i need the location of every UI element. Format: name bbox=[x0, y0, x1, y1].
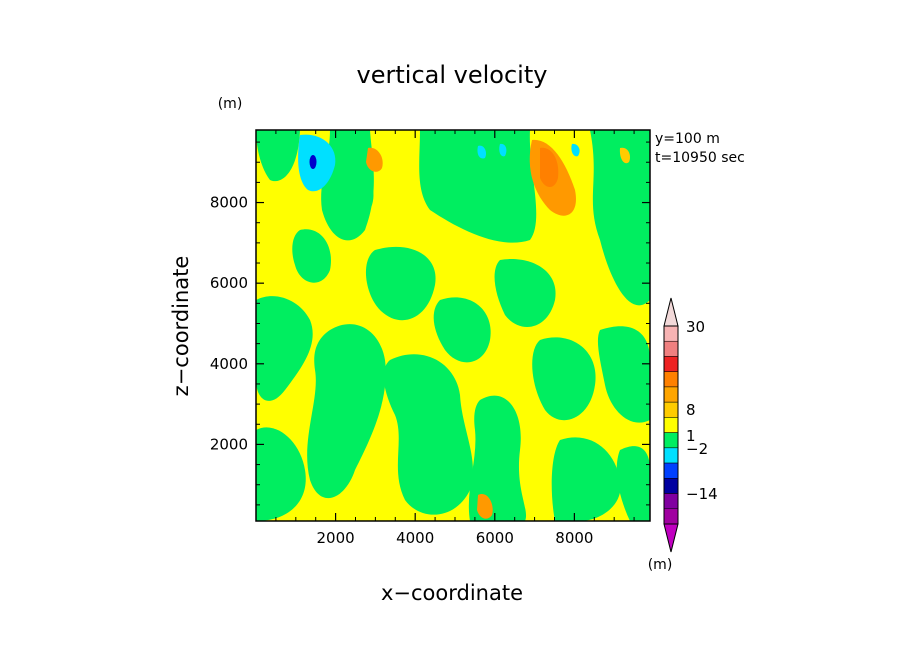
colorbar-band bbox=[663, 325, 679, 342]
y-axis-title: z−coordinate bbox=[169, 256, 193, 397]
contour-regions bbox=[256, 130, 650, 521]
downdraft-region bbox=[433, 297, 491, 363]
updraft-region bbox=[619, 147, 630, 164]
updraft-region bbox=[477, 494, 493, 519]
colorbar: 30 8 1−2 −14 bbox=[663, 297, 718, 553]
downdraft-region bbox=[307, 324, 386, 499]
axis-ticks: 2000 4000 6000 8000 2000 4000 6000 8000 bbox=[210, 130, 650, 547]
updraft-region bbox=[366, 147, 383, 172]
colorbar-band bbox=[663, 417, 679, 433]
downdraft-region bbox=[551, 437, 621, 521]
plot-frame bbox=[255, 129, 651, 522]
strong-downdraft-region bbox=[298, 134, 336, 192]
colorbar-band bbox=[663, 508, 679, 525]
y-tick-label: 4000 bbox=[210, 355, 248, 373]
colorbar-frame bbox=[663, 325, 679, 525]
downdraft-region bbox=[268, 436, 296, 472]
colorbar-label: −2 bbox=[686, 440, 708, 458]
downdraft-region bbox=[468, 395, 527, 521]
strong-downdraft-region bbox=[571, 143, 580, 157]
y-tick-label: 8000 bbox=[210, 194, 248, 212]
downdraft-core bbox=[309, 155, 317, 169]
colorbar-band bbox=[663, 447, 679, 464]
contour-plot-area: 2000 4000 6000 8000 2000 4000 6000 8000 bbox=[210, 129, 651, 547]
x-axis-title: x−coordinate bbox=[381, 581, 523, 605]
y-tick-label: 2000 bbox=[210, 435, 248, 453]
downdraft-region bbox=[292, 229, 331, 283]
downdraft-region bbox=[532, 337, 596, 421]
downdraft-region bbox=[345, 174, 374, 214]
y-axis-unit: (m) bbox=[218, 96, 243, 112]
colorbar-band bbox=[663, 356, 679, 372]
colorbar-band bbox=[663, 371, 679, 388]
downdraft-region bbox=[494, 259, 556, 327]
x-tick-label: 2000 bbox=[317, 529, 355, 547]
colorbar-band bbox=[663, 462, 679, 479]
colorbar-unit: (m) bbox=[648, 557, 673, 573]
x-tick-label: 8000 bbox=[555, 529, 593, 547]
strong-downdraft-region bbox=[499, 143, 507, 157]
colorbar-band bbox=[663, 432, 679, 449]
colorbar-band bbox=[663, 401, 679, 418]
downdraft-region bbox=[590, 130, 650, 306]
downdraft-region bbox=[256, 296, 313, 401]
colorbar-band bbox=[663, 493, 679, 510]
colorbar-bottom-extension bbox=[663, 523, 679, 553]
annotation-t: t=10950 sec bbox=[655, 150, 745, 166]
colorbar-label: −14 bbox=[686, 485, 718, 503]
downdraft-region bbox=[383, 354, 474, 515]
downdraft-region bbox=[419, 130, 537, 243]
downdraft-region bbox=[616, 446, 650, 521]
x-tick-label: 6000 bbox=[476, 529, 514, 547]
strong-downdraft-region bbox=[477, 145, 487, 159]
chart-title: vertical velocity bbox=[357, 61, 548, 89]
downdraft-region bbox=[256, 130, 300, 182]
downdraft-region bbox=[597, 326, 650, 423]
downdraft-region bbox=[365, 246, 436, 321]
x-tick-label: 4000 bbox=[396, 529, 434, 547]
annotation-y: y=100 m bbox=[655, 131, 720, 147]
updraft-region bbox=[540, 147, 559, 187]
colorbar-label: 30 bbox=[686, 318, 705, 336]
colorbar-band bbox=[663, 386, 679, 403]
colorbar-band bbox=[663, 478, 679, 494]
colorbar-label: 1 bbox=[686, 427, 696, 445]
y-tick-label: 6000 bbox=[210, 274, 248, 292]
colorbar-label: 8 bbox=[686, 401, 696, 419]
colorbar-top-extension bbox=[663, 297, 679, 327]
colorbar-band bbox=[663, 340, 679, 357]
